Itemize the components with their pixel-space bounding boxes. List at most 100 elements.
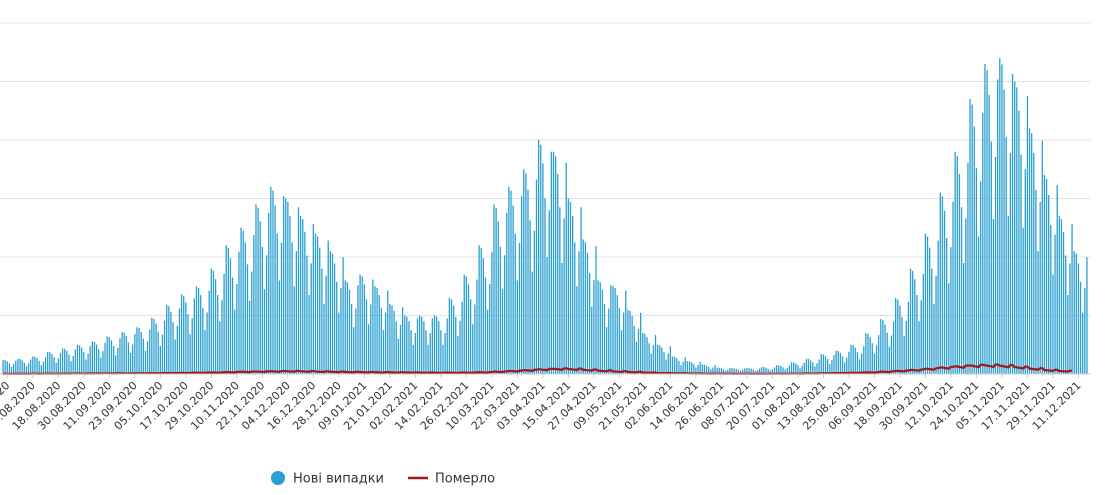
bar xyxy=(765,367,767,374)
line xyxy=(3,363,1073,375)
bar xyxy=(620,330,623,374)
bar xyxy=(718,367,720,374)
bar xyxy=(975,167,978,374)
bar xyxy=(484,277,487,374)
bar xyxy=(397,338,400,374)
bar xyxy=(59,352,62,374)
bar xyxy=(586,252,589,374)
bar xyxy=(922,273,924,374)
bar xyxy=(1071,223,1073,374)
bar xyxy=(214,279,217,374)
bar xyxy=(166,304,168,374)
bar xyxy=(452,305,455,374)
bar xyxy=(1026,96,1029,374)
bar xyxy=(990,141,992,374)
bar xyxy=(429,333,431,374)
bar xyxy=(724,370,727,374)
legend-label: Нові випадки xyxy=(293,472,384,487)
bar xyxy=(10,366,13,374)
bar xyxy=(780,366,782,374)
bar xyxy=(89,346,91,374)
bar xyxy=(890,335,893,374)
bar xyxy=(567,198,570,374)
bar xyxy=(920,300,922,374)
bar xyxy=(1001,64,1003,374)
bar xyxy=(669,346,672,374)
bar xyxy=(1065,255,1067,374)
bar xyxy=(189,334,191,374)
bar xyxy=(863,346,865,374)
bar xyxy=(733,368,735,374)
bar xyxy=(23,362,25,374)
bar xyxy=(688,361,691,374)
bar xyxy=(102,351,104,374)
bar xyxy=(108,337,110,374)
bar xyxy=(204,330,206,374)
bar xyxy=(497,221,499,374)
bar xyxy=(61,348,64,374)
bar xyxy=(100,357,102,374)
bar xyxy=(814,366,816,374)
bar xyxy=(520,196,523,374)
bar xyxy=(731,368,733,374)
bar xyxy=(727,369,729,374)
bar xyxy=(38,360,40,374)
bar xyxy=(671,356,674,374)
bar xyxy=(735,368,737,374)
bar xyxy=(597,280,599,374)
bar xyxy=(15,360,17,374)
bar xyxy=(183,296,185,374)
bar xyxy=(1016,87,1018,374)
bar xyxy=(142,338,144,374)
bar xyxy=(693,364,695,374)
bar xyxy=(1050,224,1052,374)
bar xyxy=(1011,73,1014,375)
bar xyxy=(270,186,272,374)
bar xyxy=(710,369,712,374)
bar xyxy=(656,344,659,374)
bar xyxy=(66,350,68,374)
bar xyxy=(542,163,544,374)
bar xyxy=(1009,152,1012,374)
bar xyxy=(410,330,412,374)
bar xyxy=(569,202,572,374)
bar xyxy=(797,365,799,374)
bar xyxy=(593,279,595,374)
bar xyxy=(393,310,395,374)
bar xyxy=(380,308,383,374)
bar xyxy=(875,345,878,374)
bar xyxy=(744,368,746,374)
bar xyxy=(27,363,30,374)
bar xyxy=(64,348,66,374)
bar xyxy=(761,366,763,374)
bar xyxy=(997,79,999,374)
bar xyxy=(633,325,635,374)
bar xyxy=(650,353,652,374)
bar xyxy=(1007,216,1009,374)
bar xyxy=(659,345,661,374)
bar xyxy=(459,320,461,374)
bar xyxy=(306,255,308,374)
bar xyxy=(176,325,178,374)
bar xyxy=(134,333,136,374)
bar xyxy=(489,283,491,374)
bar xyxy=(401,307,404,374)
bar xyxy=(98,349,100,374)
bar xyxy=(282,196,285,374)
bar xyxy=(960,207,963,374)
bar xyxy=(680,365,682,374)
bar xyxy=(457,335,459,374)
bar xyxy=(533,230,536,374)
bar xyxy=(389,303,391,374)
bar xyxy=(217,295,219,374)
bar xyxy=(374,286,376,374)
bar xyxy=(503,255,506,374)
bar xyxy=(858,359,861,374)
bar xyxy=(622,312,625,374)
bar xyxy=(187,314,189,374)
bar xyxy=(202,308,204,374)
bar xyxy=(905,320,907,374)
bar xyxy=(865,333,867,374)
bar xyxy=(901,316,903,374)
bar xyxy=(784,369,786,374)
